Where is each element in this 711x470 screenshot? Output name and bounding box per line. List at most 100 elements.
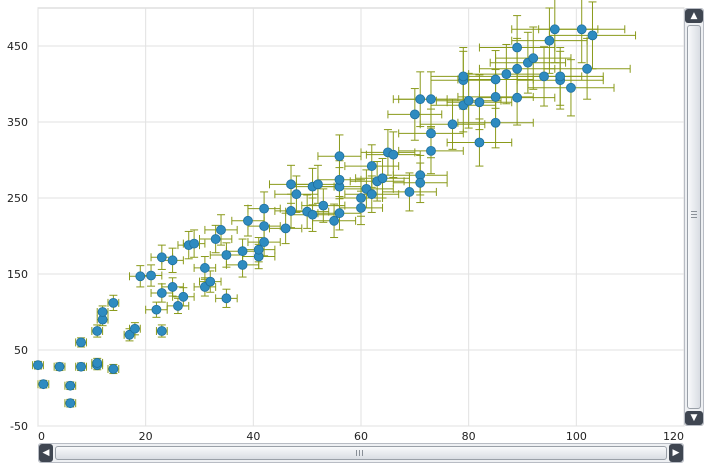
- thumb-grip-icon: [691, 211, 697, 212]
- data-point: [587, 30, 598, 41]
- data-point: [286, 206, 296, 216]
- x-tick-label: 60: [354, 430, 368, 443]
- thumb-grip-icon: [691, 214, 697, 215]
- data-point: [415, 177, 426, 188]
- x-axis-ticks: 0 20 40 60 80 100 120: [38, 430, 684, 443]
- scroll-down-button[interactable]: ▼: [685, 411, 703, 425]
- data-point: [221, 250, 232, 260]
- data-point: [490, 92, 501, 102]
- data-point: [539, 71, 549, 82]
- data-point: [447, 119, 458, 130]
- thumb-grip-icon: [362, 450, 363, 456]
- data-point: [490, 74, 501, 85]
- data-point: [366, 189, 377, 200]
- data-point: [146, 270, 156, 281]
- data-point: [108, 364, 119, 374]
- x-tick-label: 100: [566, 430, 587, 443]
- data-point: [286, 179, 296, 190]
- data-point: [566, 82, 576, 93]
- data-point: [366, 161, 377, 171]
- x-tick-label: 0: [38, 430, 45, 443]
- data-point: [173, 301, 183, 311]
- data-point: [167, 255, 178, 266]
- data-point: [259, 203, 270, 214]
- data-point: [237, 246, 248, 257]
- data-point: [199, 263, 210, 273]
- y-tick-label: 150: [7, 268, 28, 281]
- scroll-up-button[interactable]: ▲: [685, 9, 703, 23]
- data-point: [582, 63, 592, 74]
- data-point: [33, 360, 43, 371]
- horizontal-scroll-thumb[interactable]: [55, 446, 667, 460]
- data-point: [528, 53, 539, 64]
- data-point: [135, 271, 146, 282]
- data-point: [76, 337, 86, 348]
- data-point: [38, 379, 49, 390]
- data-point: [415, 94, 426, 105]
- thumb-grip-icon: [691, 217, 697, 218]
- scroll-right-button[interactable]: ▶: [669, 444, 683, 462]
- data-point: [205, 276, 216, 287]
- data-point: [512, 42, 523, 53]
- data-point: [124, 329, 135, 340]
- data-point: [76, 361, 86, 372]
- data-point: [313, 179, 323, 190]
- data-point: [512, 63, 523, 74]
- data-point: [409, 109, 420, 120]
- thumb-grip-icon: [356, 450, 357, 456]
- data-point: [92, 358, 103, 368]
- data-point: [54, 361, 65, 372]
- x-tick-label: 80: [462, 430, 476, 443]
- data-point: [280, 223, 291, 234]
- data-point: [329, 215, 339, 226]
- data-point: [549, 24, 560, 35]
- data-point: [334, 174, 345, 185]
- data-point: [388, 149, 399, 160]
- thumb-grip-icon: [359, 450, 360, 456]
- vertical-scroll-thumb[interactable]: [687, 25, 701, 409]
- data-point: [151, 304, 162, 315]
- data-point: [474, 137, 485, 148]
- vertical-scrollbar[interactable]: ▲ ▼: [684, 8, 704, 426]
- data-point: [253, 244, 264, 255]
- scroll-left-button[interactable]: ◀: [39, 444, 53, 462]
- data-point: [404, 187, 415, 197]
- data-point: [221, 293, 232, 304]
- data-point: [463, 95, 474, 106]
- data-point: [156, 326, 167, 336]
- y-axis-ticks: -50 50 150 250 350 450: [7, 40, 28, 433]
- data-point: [544, 35, 555, 46]
- data-point: [426, 94, 436, 105]
- y-tick-label: 250: [7, 192, 28, 205]
- data-point: [65, 380, 76, 391]
- data-point: [291, 189, 302, 200]
- data-point: [178, 291, 189, 302]
- data-point: [356, 202, 366, 213]
- data-point: [318, 200, 329, 211]
- x-tick-label: 40: [246, 430, 260, 443]
- data-point: [490, 117, 501, 128]
- data-point: [426, 145, 436, 156]
- data-point: [307, 209, 318, 220]
- data-point: [243, 215, 253, 226]
- data-point: [576, 24, 587, 35]
- data-point: [512, 92, 523, 103]
- data-point: [65, 398, 76, 409]
- data-point: [259, 237, 270, 247]
- data-point: [97, 307, 108, 317]
- data-point: [129, 323, 140, 334]
- data-point: [216, 225, 226, 235]
- data-point: [189, 238, 200, 249]
- horizontal-scrollbar[interactable]: ◀ ▶: [38, 443, 684, 463]
- data-point: [377, 173, 388, 184]
- data-point: [92, 326, 103, 336]
- data-point: [156, 252, 167, 263]
- data-point: [156, 288, 167, 298]
- data-point: [108, 297, 119, 308]
- data-point: [334, 151, 345, 162]
- data-point: [334, 208, 345, 219]
- y-tick-label: 450: [7, 40, 28, 53]
- y-tick-label: -50: [10, 420, 28, 433]
- data-point: [458, 71, 469, 82]
